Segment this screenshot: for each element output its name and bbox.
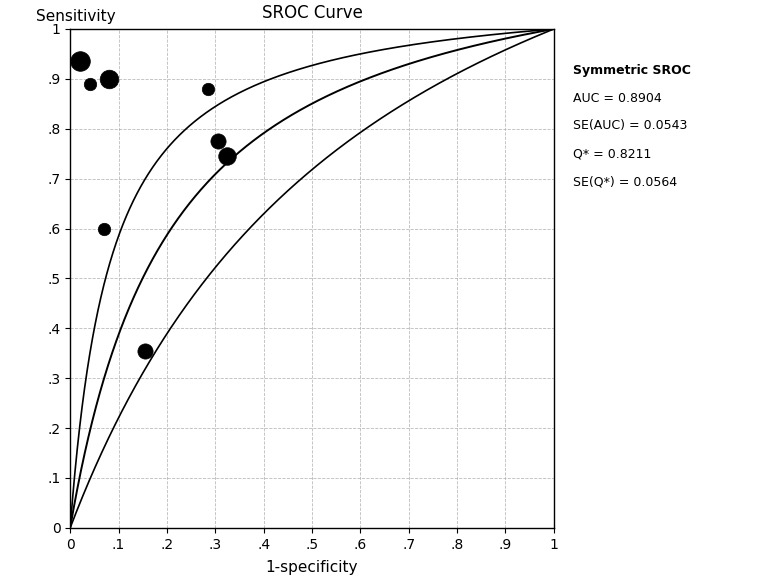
Title: SROC Curve: SROC Curve	[261, 4, 363, 22]
Point	[103, 74, 115, 84]
Point	[211, 137, 224, 146]
Point	[202, 84, 215, 93]
Point	[73, 57, 86, 66]
Text: Sensitivity: Sensitivity	[37, 9, 116, 24]
Point	[139, 346, 151, 356]
Text: AUC = 0.8904: AUC = 0.8904	[573, 92, 662, 104]
Text: SE(Q*) = 0.0564: SE(Q*) = 0.0564	[573, 175, 677, 188]
Point	[98, 224, 110, 233]
X-axis label: 1-specificity: 1-specificity	[266, 560, 358, 575]
Text: Symmetric SROC: Symmetric SROC	[573, 64, 691, 77]
Text: SE(AUC) = 0.0543: SE(AUC) = 0.0543	[573, 119, 688, 132]
Point	[83, 79, 96, 89]
Text: Q* = 0.8211: Q* = 0.8211	[573, 147, 651, 160]
Point	[222, 151, 234, 161]
